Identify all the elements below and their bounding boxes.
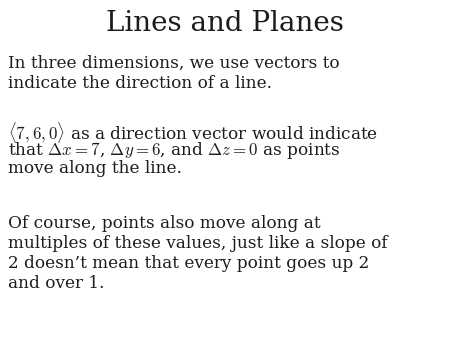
- Text: that $\Delta x = 7$, $\Delta y = 6$, and $\Delta z = 0$ as points: that $\Delta x = 7$, $\Delta y = 6$, and…: [8, 140, 341, 161]
- Text: In three dimensions, we use vectors to: In three dimensions, we use vectors to: [8, 55, 340, 72]
- Text: multiples of these values, just like a slope of: multiples of these values, just like a s…: [8, 235, 387, 252]
- Text: $\langle 7,6,0\rangle$ as a direction vector would indicate: $\langle 7,6,0\rangle$ as a direction ve…: [8, 120, 378, 145]
- Text: 2 doesn’t mean that every point goes up 2: 2 doesn’t mean that every point goes up …: [8, 255, 369, 272]
- Text: Of course, points also move along at: Of course, points also move along at: [8, 215, 320, 232]
- Text: Lines and Planes: Lines and Planes: [106, 10, 344, 37]
- Text: indicate the direction of a line.: indicate the direction of a line.: [8, 75, 272, 92]
- Text: and over 1.: and over 1.: [8, 275, 104, 292]
- Text: move along the line.: move along the line.: [8, 160, 182, 177]
